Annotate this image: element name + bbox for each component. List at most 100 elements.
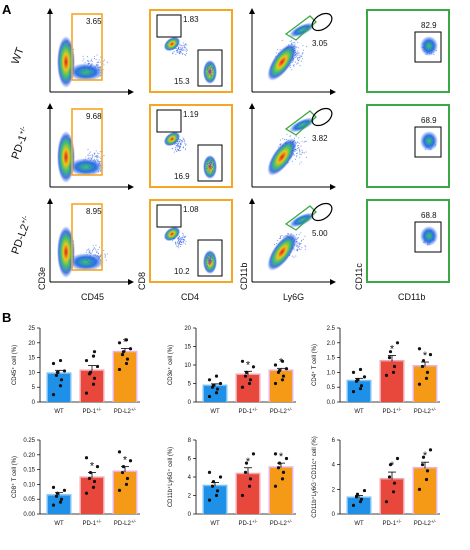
event-dot xyxy=(299,245,301,248)
y-tick-label: 4 xyxy=(188,475,192,481)
flow-xlabel-0: CD45 xyxy=(81,292,104,302)
gate-value: 1.83 xyxy=(183,15,199,24)
data-point xyxy=(358,387,363,391)
event-dot xyxy=(207,64,209,66)
data-point xyxy=(425,370,430,374)
flow-cytometry-panel: WT 3.65 1.83 15.3 3.05 82.9 PD-1+/- 9.68 1.19 16.… xyxy=(10,8,450,302)
event-dot xyxy=(180,238,182,240)
bar xyxy=(114,352,136,402)
event-dot xyxy=(185,144,187,146)
y-tick-label: 2 xyxy=(188,494,192,500)
event-dot xyxy=(295,245,297,247)
event-dot xyxy=(302,239,304,241)
event-dot xyxy=(210,256,212,258)
event-dot xyxy=(184,49,186,51)
event-dot xyxy=(183,140,185,142)
data-point xyxy=(55,370,60,374)
event-dot xyxy=(181,49,183,51)
event-dot xyxy=(299,153,301,155)
event-dot xyxy=(91,58,93,60)
event-dot xyxy=(181,244,183,246)
flow-xlabel-3: CD11b xyxy=(398,292,425,302)
data-point xyxy=(387,356,392,360)
event-dot xyxy=(301,53,303,55)
y-axis-label: CD4⁺ T cell (%) xyxy=(311,344,318,386)
flow-plot-r0-c3: 82.9 xyxy=(366,9,450,93)
event-dot xyxy=(176,246,178,248)
y-axis-arrow xyxy=(249,8,255,14)
event-dot xyxy=(184,148,186,150)
data-point xyxy=(51,393,56,397)
event-dot xyxy=(304,245,306,247)
event-dot xyxy=(180,46,182,48)
data-point xyxy=(54,494,59,498)
y-axis-label: CD11b⁺Ly6G⁻CD11c⁺ cell (%) xyxy=(311,436,318,517)
event-dot xyxy=(303,152,305,154)
event-dot xyxy=(182,241,185,243)
y-axis-label: CD11b⁺Ly6G⁺ cell (%) xyxy=(167,447,174,507)
event-dot xyxy=(95,248,97,250)
event-dot xyxy=(93,169,95,171)
y-tick-label: 2 xyxy=(332,487,336,493)
event-dot xyxy=(98,258,100,260)
data-point xyxy=(121,350,126,354)
event-dot xyxy=(297,53,299,55)
event-dot xyxy=(280,143,282,145)
event-dot xyxy=(212,170,214,172)
event-dot xyxy=(207,159,209,161)
event-dot xyxy=(211,165,213,167)
event-dot xyxy=(213,265,215,267)
data-point xyxy=(215,489,220,493)
density-blob xyxy=(420,36,438,56)
event-dot xyxy=(96,157,98,159)
event-dot xyxy=(85,156,87,158)
data-point xyxy=(120,353,125,357)
data-point xyxy=(240,359,245,363)
density-blob xyxy=(163,36,181,52)
event-dot xyxy=(103,60,105,62)
event-dot xyxy=(88,157,90,159)
y-tick-label: 0.15 xyxy=(23,468,35,474)
event-dot xyxy=(210,165,212,167)
event-dot xyxy=(207,73,209,75)
data-point xyxy=(358,367,363,372)
data-point xyxy=(59,378,64,382)
event-dot xyxy=(306,46,308,48)
event-dot xyxy=(84,62,86,64)
event-dot xyxy=(210,74,212,76)
data-point xyxy=(84,456,89,460)
gate-value: 68.8 xyxy=(421,211,437,220)
event-dot xyxy=(96,168,98,170)
flow-plot-r1-c2: 3.82 xyxy=(249,103,336,190)
event-dot xyxy=(90,263,92,265)
bar xyxy=(237,374,259,402)
bar xyxy=(270,370,292,402)
event-dot xyxy=(295,156,297,158)
event-dot xyxy=(94,247,96,249)
event-dot xyxy=(177,145,180,147)
event-dot xyxy=(206,161,208,163)
event-dot xyxy=(89,60,91,62)
event-dot xyxy=(91,157,93,159)
data-point xyxy=(117,488,122,492)
event-dot xyxy=(296,243,298,245)
event-dot xyxy=(104,254,106,256)
event-dot xyxy=(181,47,183,50)
bar xyxy=(204,386,226,402)
data-point xyxy=(280,378,285,382)
event-dot xyxy=(277,240,279,242)
y-axis-label: CD8⁺ T cell (%) xyxy=(11,456,18,498)
event-dot xyxy=(286,133,288,136)
gate-value: 15.3 xyxy=(174,77,190,86)
significance-star: * xyxy=(423,350,428,362)
category-label-sup: +/- xyxy=(96,407,102,412)
y-axis-arrow xyxy=(47,198,53,204)
gate-value: 3.65 xyxy=(86,17,102,26)
density-blob xyxy=(420,131,438,151)
event-dot xyxy=(91,63,93,65)
event-dot xyxy=(179,51,181,53)
row-label-0: WT xyxy=(10,46,27,66)
event-dot xyxy=(208,163,210,165)
event-dot xyxy=(100,254,102,257)
event-dot xyxy=(300,145,302,147)
